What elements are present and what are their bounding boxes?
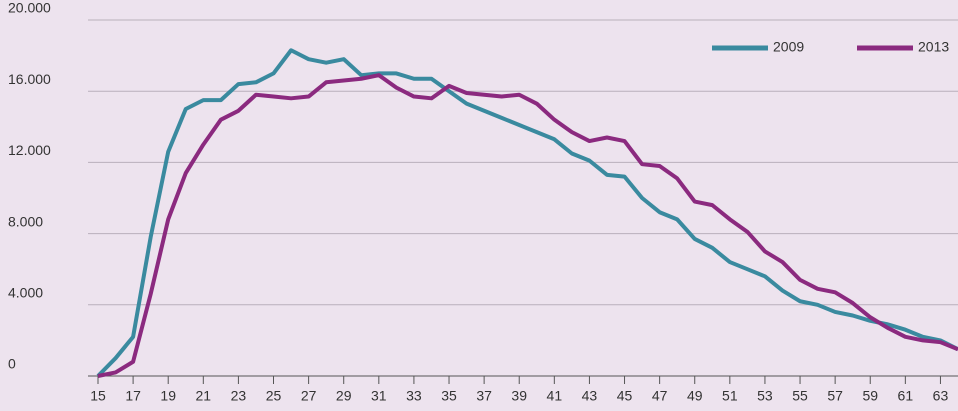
x-tick-label: 35 (441, 388, 457, 404)
x-tick-label: 51 (722, 388, 738, 404)
y-tick-label: 0 (8, 356, 16, 372)
x-tick-label: 61 (898, 388, 914, 404)
x-tick-label: 31 (371, 388, 387, 404)
x-tick-label: 41 (547, 388, 563, 404)
x-tick-label: 37 (476, 388, 492, 404)
series-line (96, 48, 958, 378)
x-tick-label: 63 (933, 388, 949, 404)
series-line (97, 73, 958, 378)
x-tick-label: 59 (862, 388, 878, 404)
x-tick-label: 15 (90, 388, 106, 404)
x-tick-label: 17 (125, 388, 141, 404)
x-tick-label: 45 (617, 388, 633, 404)
y-tick-label: 16.000 (8, 71, 51, 87)
legend-label: 2009 (773, 39, 804, 55)
y-tick-label: 20.000 (8, 0, 51, 16)
x-tick-label: 47 (652, 388, 668, 404)
x-tick-label: 39 (511, 388, 527, 404)
x-tick-label: 49 (687, 388, 703, 404)
x-tick-label: 53 (757, 388, 773, 404)
x-tick-label: 21 (196, 388, 212, 404)
y-tick-label: 8.000 (8, 213, 43, 229)
x-tick-label: 29 (336, 388, 352, 404)
x-tick-label: 23 (231, 388, 247, 404)
y-tick-label: 4.000 (8, 285, 43, 301)
x-tick-label: 19 (160, 388, 176, 404)
legend-label: 2013 (918, 39, 949, 55)
x-tick-label: 27 (301, 388, 317, 404)
x-tick-label: 33 (406, 388, 422, 404)
x-tick-label: 55 (792, 388, 808, 404)
x-tick-label: 25 (266, 388, 282, 404)
x-tick-label: 43 (582, 388, 598, 404)
x-tick-label: 57 (827, 388, 843, 404)
y-tick-label: 12.000 (8, 142, 51, 158)
